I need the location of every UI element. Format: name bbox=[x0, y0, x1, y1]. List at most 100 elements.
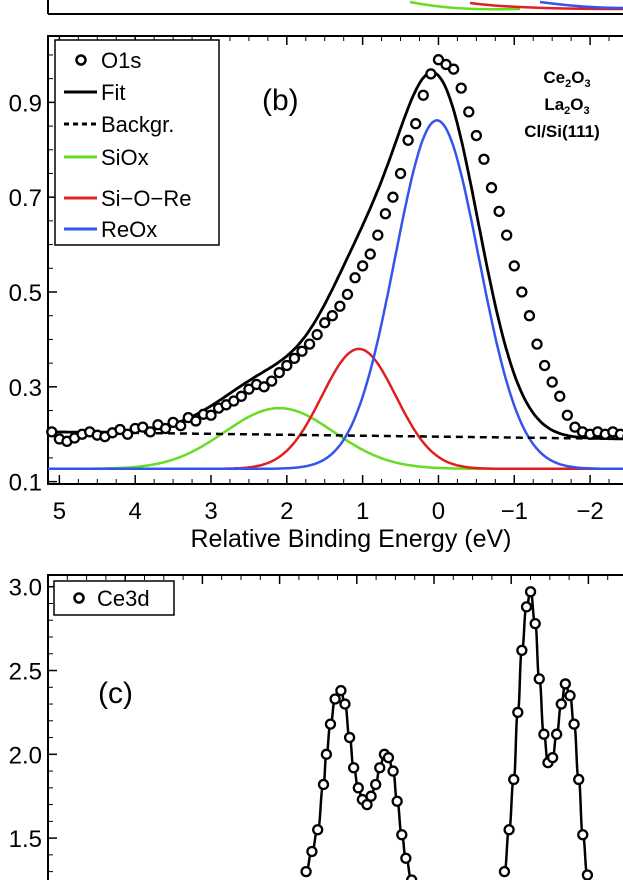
panel-c-ticks bbox=[48, 575, 609, 873]
ce3d-data-point bbox=[533, 673, 545, 685]
ce3d-data-point bbox=[329, 693, 341, 705]
ce3d-data-point bbox=[551, 728, 563, 740]
ce3d-data-point bbox=[524, 586, 537, 598]
ce3d-data-point bbox=[498, 865, 511, 878]
ce3d-data-point bbox=[335, 684, 347, 697]
o1s-data-point bbox=[531, 338, 543, 350]
ce3d-data-point bbox=[559, 678, 572, 690]
ce3d-data-point bbox=[538, 728, 550, 740]
x-tick-label: −1 bbox=[501, 498, 528, 525]
o1s-data-point bbox=[523, 310, 536, 322]
ce3d-data-point bbox=[324, 718, 337, 730]
c-y-tick-label: 2.5 bbox=[9, 659, 42, 686]
ce3d-data-point bbox=[382, 752, 395, 764]
o1s-data-point bbox=[364, 248, 376, 260]
o1s-data-point bbox=[402, 134, 414, 146]
o1s-data-point bbox=[228, 395, 240, 407]
series-background bbox=[48, 430, 623, 441]
ce3d-data-point bbox=[317, 778, 330, 791]
o1s-data-point bbox=[493, 205, 505, 218]
legend-label-reox: ReOx bbox=[101, 217, 157, 242]
ce3d-data-point bbox=[348, 762, 360, 774]
o1s-data-point bbox=[478, 153, 490, 165]
ce3d-data-point bbox=[387, 765, 399, 777]
o1s-data-point bbox=[394, 167, 407, 180]
y-tick-label: 0.7 bbox=[9, 185, 42, 212]
o1s-data-point bbox=[137, 421, 149, 433]
o1s-data-point bbox=[319, 317, 331, 329]
panel-c-tick-labels: 1.5 2.0 2.5 3.0 bbox=[9, 575, 42, 853]
o1s-data-point bbox=[410, 118, 422, 130]
o1s-data-point bbox=[463, 106, 475, 118]
legend-marker-o1s bbox=[75, 54, 87, 66]
o1s-data-point bbox=[485, 182, 498, 194]
x-tick-label: −2 bbox=[576, 498, 603, 525]
x-tick-label: 5 bbox=[53, 498, 66, 525]
panel-b-frame bbox=[47, 35, 623, 485]
x-tick-label: 2 bbox=[280, 498, 293, 525]
y-tick-label: 0.1 bbox=[9, 470, 42, 497]
o1s-data-point bbox=[281, 359, 293, 372]
legend-box bbox=[54, 39, 220, 246]
ce3d-data-point bbox=[370, 778, 382, 791]
ce3d-data-point bbox=[365, 790, 377, 802]
o1s-data-point bbox=[349, 272, 361, 284]
o1s-data-point bbox=[440, 58, 452, 71]
ce3d-data-point bbox=[516, 644, 528, 657]
ce3d-data-point bbox=[577, 829, 589, 841]
panel-b-x-axis-title: Relative Binding Energy (eV) bbox=[191, 525, 512, 553]
ce3d-data-point bbox=[343, 731, 356, 744]
o1s-data-point bbox=[303, 338, 316, 350]
o1s-data-point bbox=[159, 422, 172, 435]
panel-a-curve-reox bbox=[539, 0, 623, 10]
o1s-data-point bbox=[356, 260, 369, 272]
legend-label-si-o-re: Si−O−Re bbox=[101, 186, 192, 211]
o1s-data-point bbox=[205, 409, 217, 421]
o1s-data-point bbox=[114, 423, 126, 436]
c-y-tick-label: 2.0 bbox=[9, 742, 42, 769]
ce3d-data-point bbox=[396, 829, 408, 841]
o1s-data-point bbox=[235, 390, 247, 402]
panel-c-legend: Ce3d bbox=[53, 580, 175, 616]
ce3d-data-point bbox=[339, 698, 351, 710]
o1s-data-point bbox=[554, 390, 566, 402]
ce3d-data-point bbox=[406, 874, 418, 880]
o1s-data-point bbox=[243, 383, 255, 395]
o1s-data-point bbox=[273, 366, 285, 379]
o1s-data-point bbox=[470, 129, 483, 142]
c-y-tick-label: 1.5 bbox=[9, 826, 42, 853]
o1s-data-point bbox=[546, 376, 558, 388]
o1s-data-point bbox=[175, 420, 187, 432]
ce3d-data-point bbox=[374, 762, 386, 774]
series-reox bbox=[48, 119, 623, 471]
o1s-data-point bbox=[190, 415, 202, 427]
o1s-data-point bbox=[334, 300, 346, 312]
legend-label-ce3d: Ce3d bbox=[97, 586, 150, 611]
o1s-data-point bbox=[447, 63, 460, 75]
ce3d-data-point bbox=[320, 748, 333, 760]
y-tick-label: 0.9 bbox=[9, 90, 42, 117]
legend-label-backgr: Backgr. bbox=[101, 112, 174, 137]
legend-marker-ce3d bbox=[73, 592, 85, 604]
o1s-data-point bbox=[508, 260, 520, 272]
ce3d-data-point bbox=[581, 869, 594, 880]
o1s-data-point bbox=[455, 82, 467, 94]
c-y-tick-label: 3.0 bbox=[9, 575, 42, 602]
o1s-data-point bbox=[538, 359, 551, 372]
panel-c-label: (c) bbox=[98, 677, 133, 710]
legend-label-o1s: O1s bbox=[101, 48, 141, 73]
ce3d-data-point bbox=[568, 718, 580, 730]
ce3d-data-point bbox=[391, 795, 403, 807]
ce3d-data-point bbox=[503, 824, 515, 836]
ce3d-data-point bbox=[306, 845, 318, 858]
panel-a-curve-sioRe bbox=[469, 1, 623, 11]
panel-a-curve-siox bbox=[409, 0, 521, 11]
x-tick-label: 0 bbox=[432, 498, 445, 525]
o1s-data-point bbox=[561, 409, 573, 421]
sample-line-ce2o3: Ce2O3 bbox=[543, 68, 590, 90]
panel-b: 5 4 3 2 1 0 −1 −2 0.1 0.3 0.5 0.7 0.9 (b) Ce2O3 La2O… bbox=[9, 35, 623, 553]
y-tick-label: 0.5 bbox=[9, 280, 42, 307]
o1s-data-point bbox=[311, 329, 323, 341]
ce3d-data-point bbox=[300, 865, 312, 878]
